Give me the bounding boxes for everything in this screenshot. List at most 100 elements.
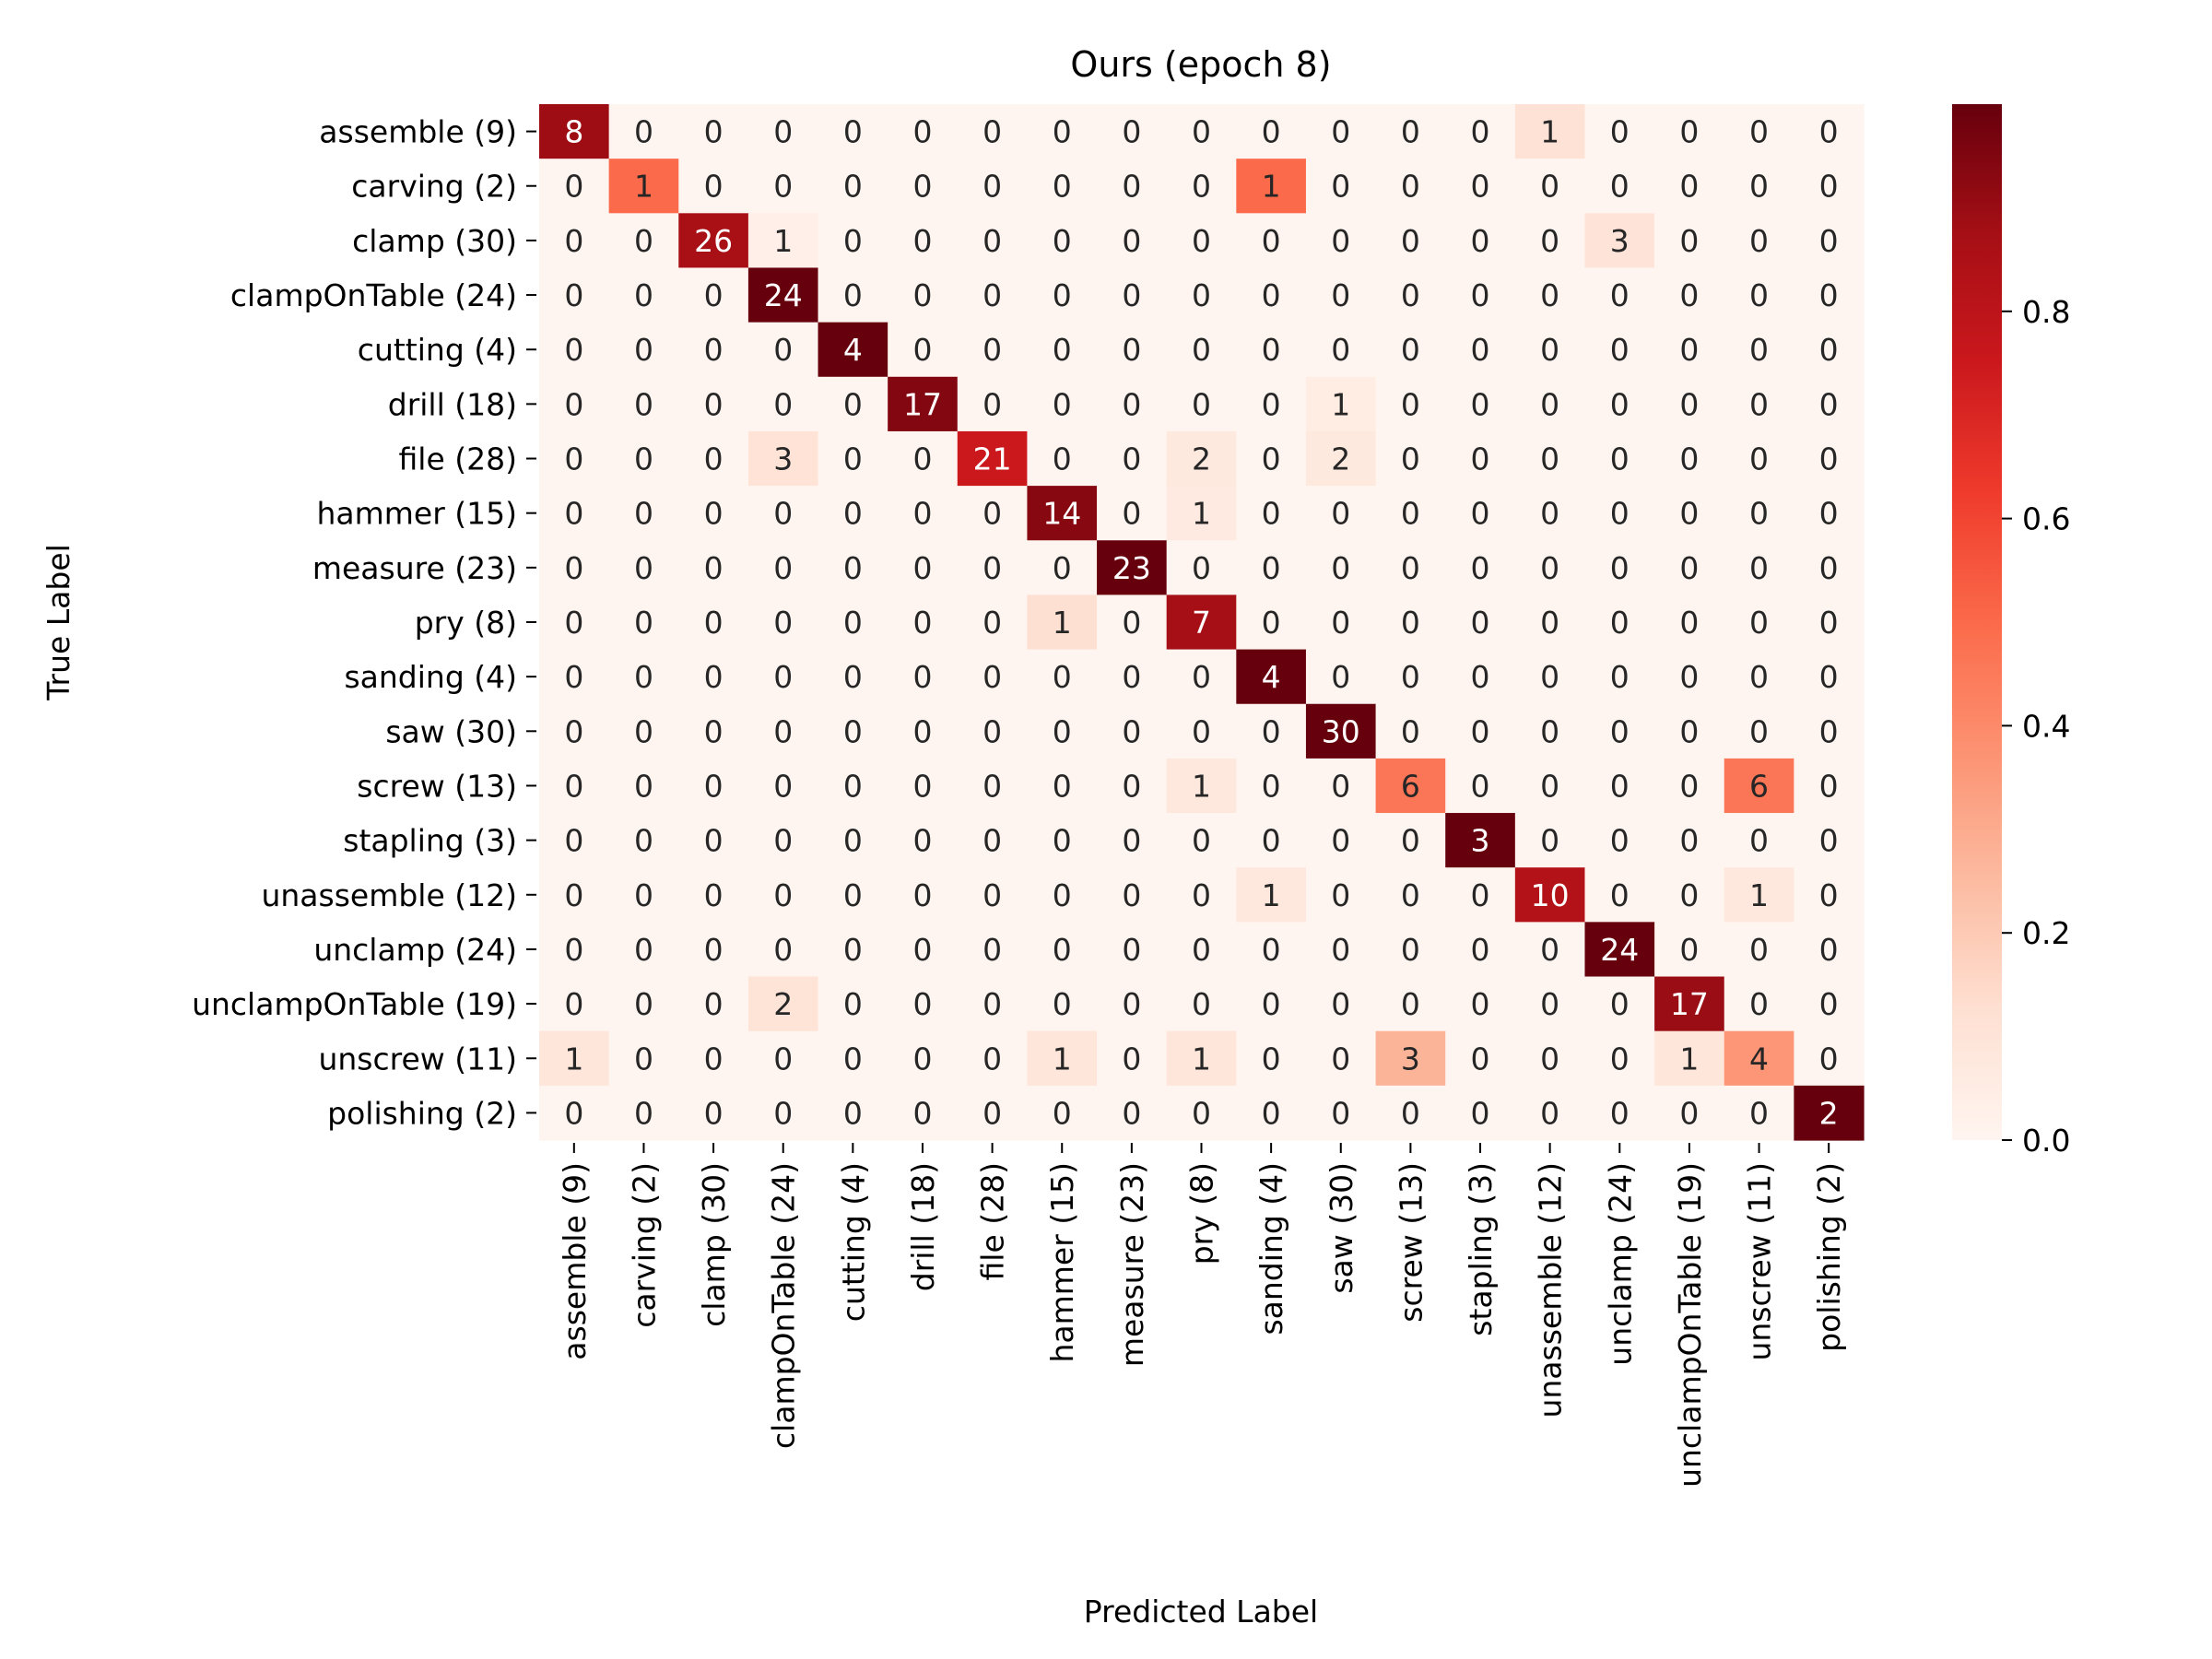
heatmap-cell [1514, 486, 1586, 541]
cell-value-label: 0 [843, 986, 863, 1022]
heatmap-cell [539, 104, 610, 159]
cell-value-label: 0 [634, 1095, 653, 1131]
heatmap-cell [1445, 430, 1516, 487]
cell-value-label: 0 [564, 823, 583, 859]
cell-value-label: 0 [1540, 605, 1559, 641]
heatmap-cell [1097, 486, 1168, 541]
heatmap-cell [747, 976, 819, 1032]
heatmap-cell [1375, 594, 1446, 651]
cell-value-label: 0 [1540, 1095, 1559, 1131]
cell-value-label: 24 [764, 277, 803, 313]
heatmap-cell [608, 486, 679, 541]
row-tick-label: pry (8) [415, 605, 517, 641]
cell-value-label: 1 [1262, 877, 1281, 913]
heatmap-cell [678, 1030, 749, 1087]
heatmap-cell [1584, 104, 1655, 159]
heatmap-cell [1794, 867, 1865, 923]
cell-value-label: 0 [1122, 1095, 1141, 1131]
cell-value-label: 0 [634, 277, 653, 313]
row-tick-label: stapling (3) [343, 823, 517, 859]
heatmap-cell [1236, 430, 1307, 487]
heatmap-cell [747, 104, 819, 159]
cell-value-label: 0 [1610, 332, 1630, 368]
heatmap-cell [1097, 322, 1168, 378]
cell-value-label: 0 [1401, 932, 1420, 968]
heatmap-cell [957, 322, 1029, 378]
cell-value-label: 0 [1749, 713, 1769, 749]
heatmap-cell [1375, 1085, 1446, 1141]
heatmap-cell [678, 267, 749, 324]
colorbar-tick-label: 0.0 [2022, 1123, 2070, 1159]
y-axis-label: True Label [41, 544, 76, 701]
heatmap-cell [1445, 758, 1516, 814]
heatmap-cell [1445, 486, 1516, 541]
heatmap-cell [888, 758, 959, 814]
heatmap-cell [1445, 976, 1516, 1032]
heatmap-cell [1514, 594, 1586, 651]
heatmap-cell [1445, 540, 1516, 596]
heatmap-cell [1514, 104, 1586, 159]
cell-value-label: 0 [1122, 823, 1141, 859]
heatmap-cell [1375, 376, 1446, 432]
cell-value-label: 0 [704, 823, 724, 859]
heatmap-cell [1027, 322, 1098, 378]
heatmap-cell [1584, 322, 1655, 378]
cell-value-label: 0 [1331, 986, 1350, 1022]
heatmap-cell [539, 267, 610, 324]
cell-value-label: 0 [982, 605, 1002, 641]
cell-value-label: 0 [704, 713, 724, 749]
heatmap-cell [1584, 867, 1655, 923]
cell-value-label: 3 [773, 441, 793, 477]
heatmap-cell [1794, 159, 1865, 214]
heatmap-cell [1027, 376, 1098, 432]
heatmap-cell [1027, 159, 1098, 214]
heatmap-cell [818, 540, 888, 596]
cell-value-label: 0 [634, 441, 653, 477]
cell-value-label: 0 [1262, 768, 1281, 804]
cell-value-label: 0 [912, 932, 932, 968]
heatmap-cell [1654, 486, 1725, 541]
heatmap-cell [1724, 594, 1794, 651]
heatmap-cell [957, 703, 1029, 759]
row-tick-label: hammer (15) [316, 496, 517, 532]
cell-value-label: 0 [634, 605, 653, 641]
cell-value-label: 0 [982, 496, 1002, 532]
cell-value-label: 0 [1471, 169, 1490, 205]
cell-value-label: 0 [1471, 441, 1490, 477]
cell-value-label: 0 [1819, 223, 1839, 259]
cell-value-label: 0 [1122, 768, 1141, 804]
heatmap-cell [1724, 159, 1794, 214]
heatmap-cell [1794, 376, 1865, 432]
column-tick-label: screw (13) [1393, 1162, 1429, 1323]
heatmap-cell [1166, 376, 1237, 432]
cell-value-label: 0 [1331, 114, 1350, 150]
cell-value-label: 0 [843, 605, 863, 641]
heatmap-cell [1027, 104, 1098, 159]
heatmap-cell [1794, 922, 1865, 978]
cell-value-label: 0 [1749, 932, 1769, 968]
cell-value-label: 0 [773, 1041, 793, 1077]
heatmap-cell [1794, 1030, 1865, 1087]
cell-value-label: 0 [1679, 496, 1699, 532]
heatmap-cell [818, 1030, 888, 1087]
heatmap-cell [1584, 594, 1655, 651]
row-tick-label: saw (30) [385, 713, 517, 749]
cell-value-label: 1 [1192, 496, 1211, 532]
cell-value-label: 0 [912, 1095, 932, 1131]
cell-value-label: 0 [1053, 877, 1072, 913]
cell-value-label: 0 [704, 1095, 724, 1131]
heatmap-cell [539, 867, 610, 923]
cell-value-label: 0 [634, 332, 653, 368]
heatmap-cell [747, 594, 819, 651]
cell-value-label: 0 [1819, 932, 1839, 968]
heatmap-cell [678, 104, 749, 159]
cell-value-label: 26 [694, 223, 733, 259]
heatmap-cell [608, 867, 679, 923]
heatmap-cell [1305, 758, 1377, 814]
cell-value-label: 0 [1679, 550, 1699, 586]
heatmap-cell [747, 649, 819, 705]
heatmap-cell [1027, 1030, 1098, 1087]
heatmap-cell [957, 1030, 1029, 1087]
heatmap-cell [747, 159, 819, 214]
heatmap-cell [1724, 867, 1794, 923]
